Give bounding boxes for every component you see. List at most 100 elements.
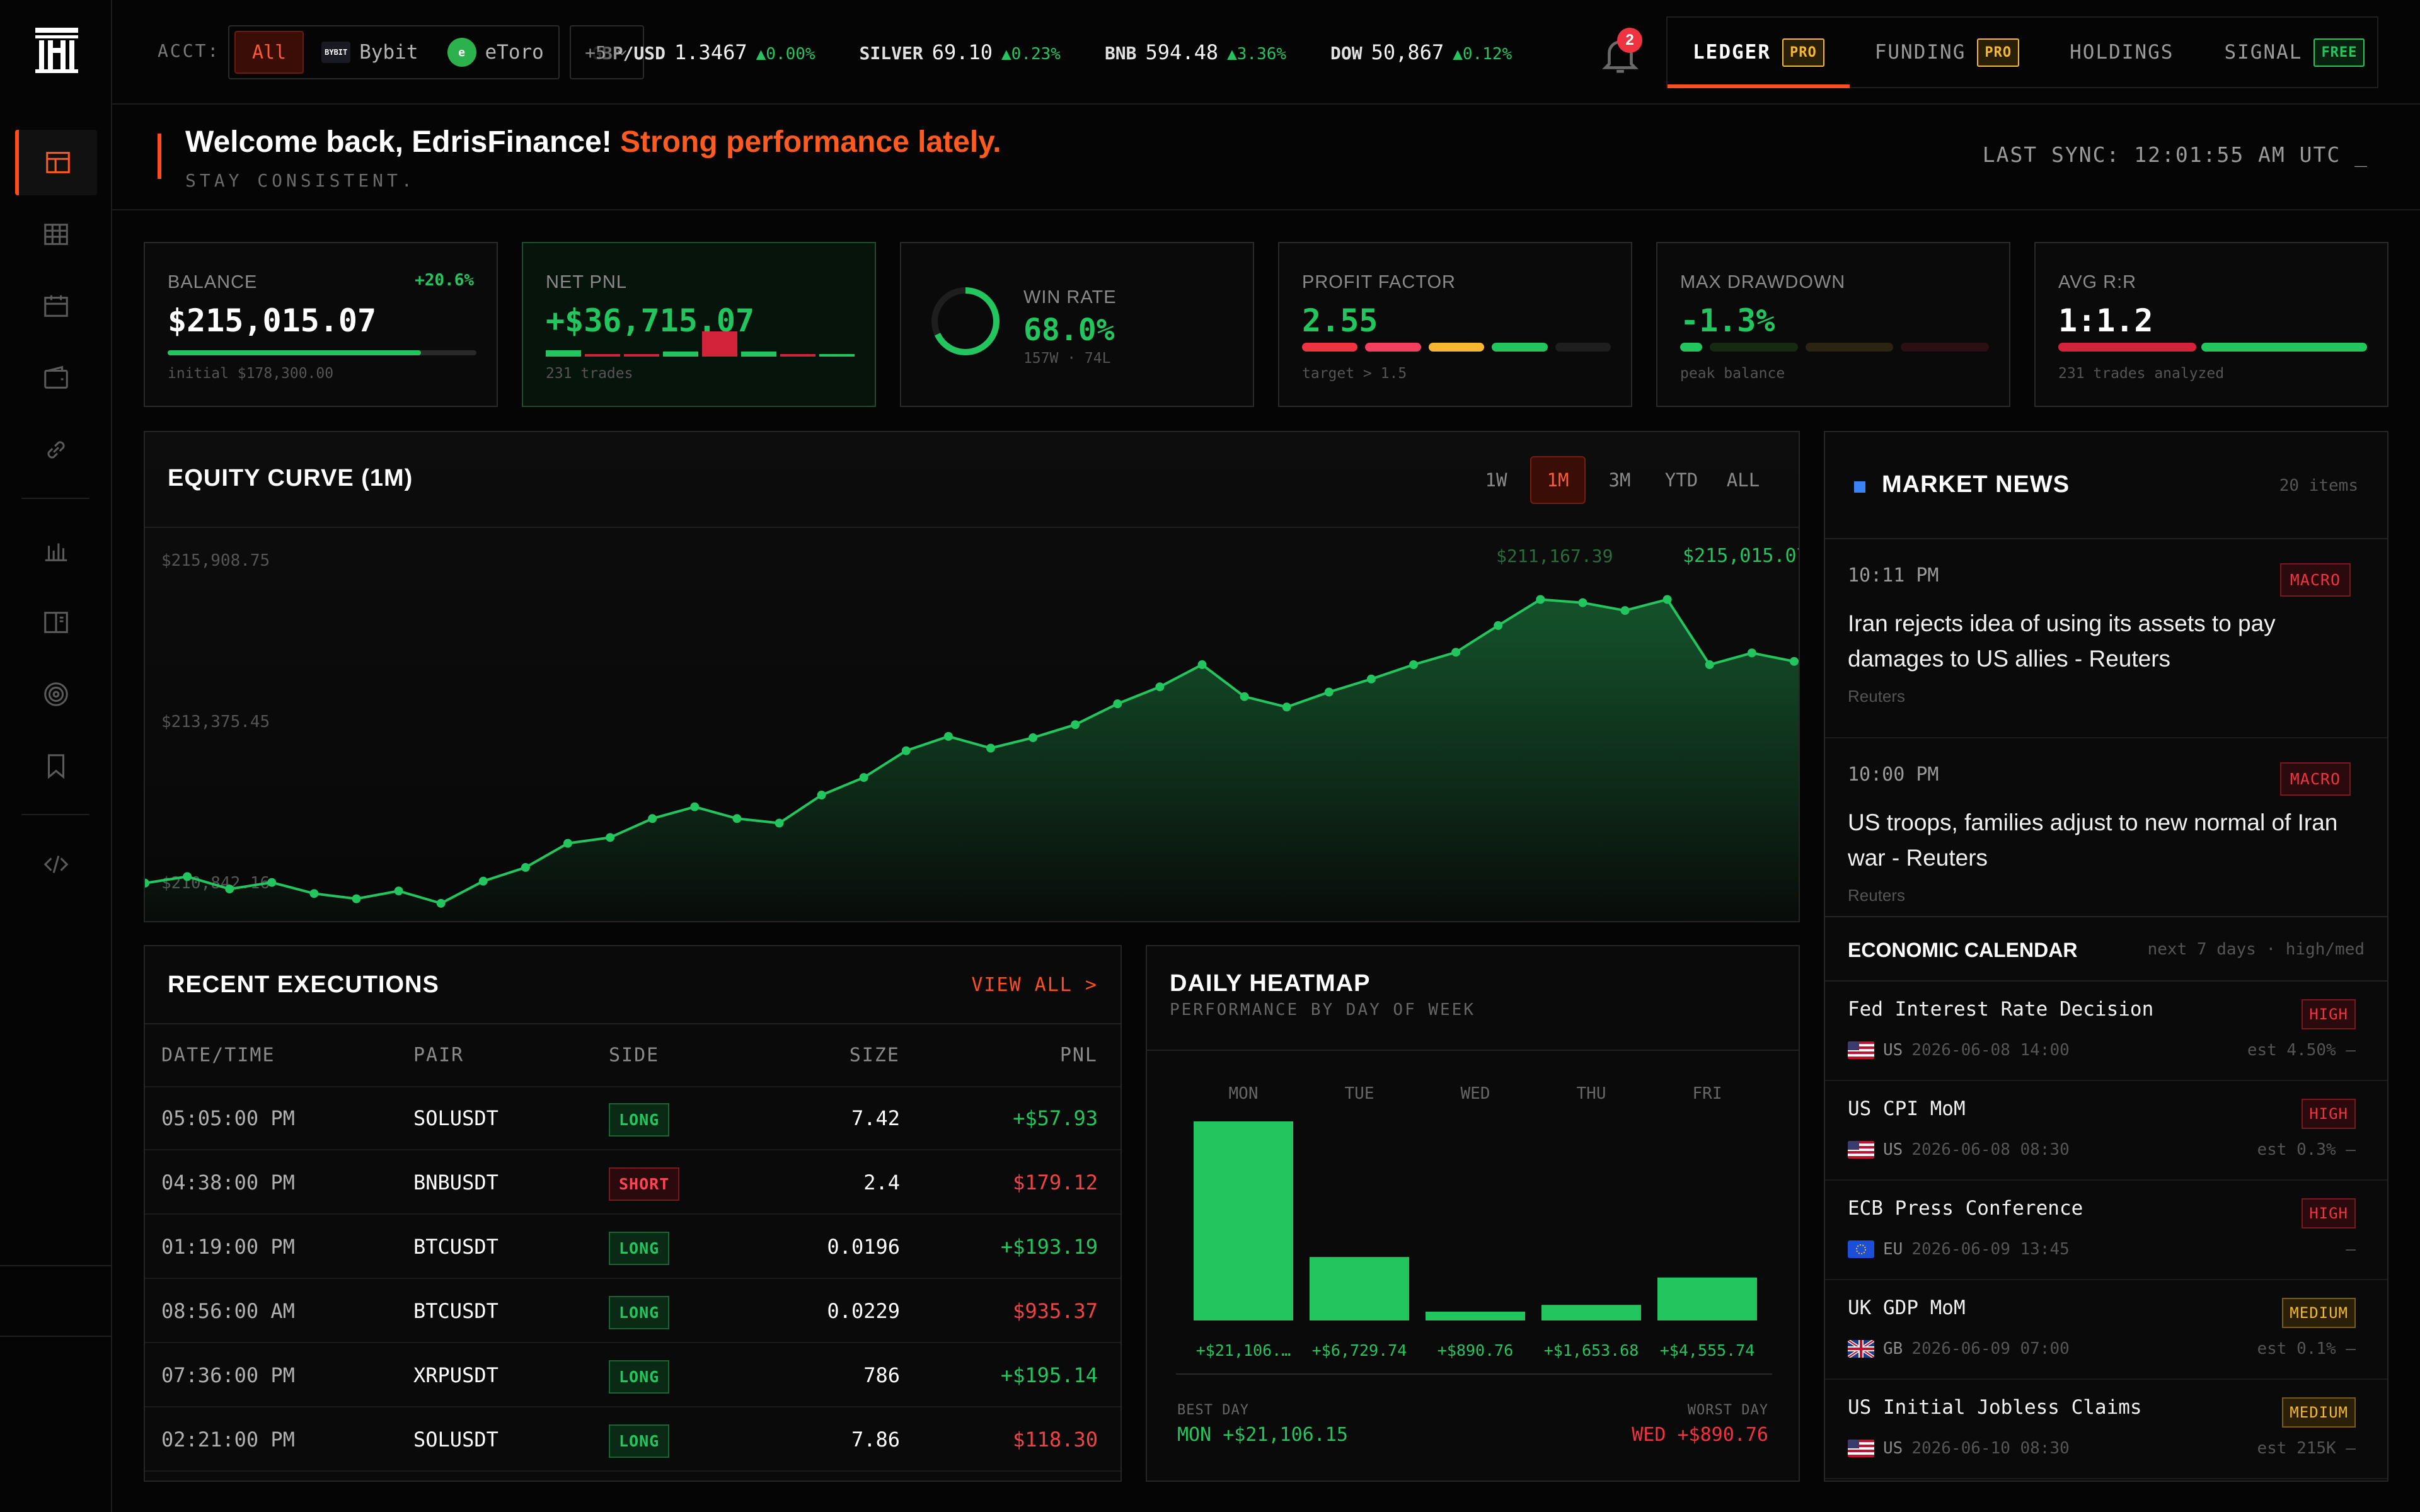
day-bar[interactable]	[1426, 1312, 1525, 1320]
equity-point[interactable]	[267, 878, 277, 887]
equity-point[interactable]	[606, 833, 615, 842]
range-3m-button[interactable]: 3M	[1608, 469, 1631, 491]
nav-dashboard[interactable]	[15, 130, 97, 195]
equity-point[interactable]	[1155, 682, 1165, 692]
equity-point[interactable]	[145, 878, 149, 888]
equity-point[interactable]	[1324, 687, 1334, 697]
equity-point[interactable]	[521, 862, 530, 872]
equity-point[interactable]	[817, 791, 826, 800]
equity-point[interactable]	[1409, 660, 1418, 670]
column-header[interactable]: DATE/TIME	[161, 1044, 275, 1067]
day-value-label: +$890.76	[1438, 1341, 1513, 1360]
equity-point[interactable]	[352, 894, 361, 903]
table-row[interactable]: 07:36:00 PM XRPUSDT LONG 786 +$195.14	[145, 1344, 1121, 1407]
tab-holdings[interactable]: HOLDINGS	[2044, 18, 2199, 87]
range-ytd-button[interactable]: YTD	[1664, 469, 1698, 491]
equity-point[interactable]	[775, 818, 784, 828]
column-header[interactable]: PAIR	[413, 1044, 464, 1067]
equity-point[interactable]	[648, 814, 657, 823]
equity-point[interactable]	[1071, 720, 1080, 730]
equity-point[interactable]	[183, 872, 192, 881]
equity-point[interactable]	[1662, 595, 1672, 604]
account-etoro-button[interactable]: e eToro	[436, 31, 555, 74]
equity-point[interactable]	[1494, 621, 1503, 630]
column-header[interactable]: SIZE	[849, 1044, 900, 1067]
balance-card: BALANCE +20.6% $215,015.07 initial $178,…	[144, 242, 498, 407]
range-1m-button[interactable]: 1M	[1530, 456, 1586, 504]
equity-point[interactable]	[394, 886, 403, 896]
nav-link[interactable]	[15, 417, 97, 483]
column-header[interactable]: SIDE	[609, 1044, 660, 1067]
nav-wallet[interactable]	[15, 345, 97, 411]
equity-point[interactable]	[1366, 674, 1376, 684]
range-all-button[interactable]: ALL	[1726, 469, 1760, 491]
country-code: GB	[1883, 1339, 1903, 1358]
table-row[interactable]: 02:21:00 PM SOLUSDT LONG 7.86 $118.30	[145, 1409, 1121, 1472]
equity-point[interactable]	[1705, 660, 1714, 670]
heatmap-subtitle: PERFORMANCE BY DAY OF WEEK	[1170, 1000, 1475, 1019]
equity-point[interactable]	[732, 814, 742, 823]
equity-point[interactable]	[1028, 733, 1038, 742]
equity-point[interactable]	[1451, 648, 1461, 657]
day-bar[interactable]	[1657, 1277, 1757, 1320]
range-1w-button[interactable]: 1W	[1485, 469, 1507, 491]
account-all-button[interactable]: All	[234, 31, 304, 74]
equity-point[interactable]	[986, 743, 995, 753]
heatmap-bars: MON +$21,106.… TUE +$6,729.74 WED +$890.76 THU…	[1194, 1084, 1757, 1360]
equity-point[interactable]	[1620, 606, 1630, 616]
equity-point[interactable]	[478, 876, 488, 886]
more-accounts-dropdown[interactable]: +5	[570, 25, 644, 79]
bar-chart-icon	[45, 543, 67, 561]
nav-analytics[interactable]	[15, 518, 97, 583]
card-subtext: initial $178,300.00	[168, 365, 334, 382]
equity-point[interactable]	[1747, 648, 1756, 658]
card-label: AVG R:R	[2058, 272, 2137, 292]
equity-point[interactable]	[690, 802, 700, 811]
view-all-link[interactable]: VIEW ALL >	[971, 974, 1098, 996]
news-item[interactable]: 10:11 PM MACRO Iran rejects idea of usin…	[1825, 539, 2387, 738]
nav-bookmarks[interactable]	[15, 733, 97, 799]
equity-point[interactable]	[1113, 699, 1122, 709]
account-bybit-button[interactable]: BYBIT Bybit	[310, 31, 429, 74]
calendar-event[interactable]: US CPI MoM HIGH US 2026-06-08 08:30 est 0.3%…	[1825, 1081, 2387, 1181]
nav-journal[interactable]	[15, 590, 97, 655]
tab-funding[interactable]: FUNDING PRO	[1850, 18, 2044, 87]
day-bar[interactable]	[1194, 1121, 1293, 1320]
day-bar[interactable]	[1541, 1305, 1641, 1320]
table-row[interactable]: 04:38:00 PM BNBUSDT SHORT 2.4 $179.12	[145, 1152, 1121, 1215]
table-row[interactable]: 01:19:00 PM BTCUSDT LONG 0.0196 +$193.19	[145, 1216, 1121, 1279]
event-meta: US 2026-06-08 14:00	[1848, 1041, 2070, 1060]
equity-point[interactable]	[1282, 702, 1291, 712]
calendar-event[interactable]: UK GDP MoM MEDIUM GB 2026-06-09 07:00 est 0.…	[1825, 1280, 2387, 1380]
equity-point[interactable]	[563, 839, 572, 848]
nav-radar[interactable]	[15, 662, 97, 727]
equity-chart[interactable]: $215,908.75 $213,375.45 $210,842.16 $211…	[145, 528, 1799, 921]
nav-calendar[interactable]	[15, 273, 97, 339]
day-bar[interactable]	[1310, 1257, 1409, 1320]
equity-point[interactable]	[943, 731, 953, 741]
equity-point[interactable]	[225, 885, 234, 894]
column-header[interactable]: PNL	[1059, 1044, 1098, 1067]
equity-point[interactable]	[859, 773, 868, 782]
nav-table[interactable]	[15, 202, 97, 267]
news-item[interactable]: 10:00 PM MACRO US troops, families adjus…	[1825, 738, 2387, 921]
equity-point[interactable]	[1536, 595, 1545, 604]
side-badge: SHORT	[609, 1167, 680, 1201]
calendar-event[interactable]: Fed Interest Rate Decision HIGH US 2026-06-…	[1825, 982, 2387, 1081]
equity-point[interactable]	[1789, 656, 1799, 666]
equity-point[interactable]	[436, 898, 446, 908]
table-row[interactable]: 08:56:00 AM BTCUSDT LONG 0.0229 $935.37	[145, 1280, 1121, 1343]
calendar-event[interactable]: US Initial Jobless Claims MEDIUM US 2026-06…	[1825, 1380, 2387, 1479]
equity-point[interactable]	[1578, 598, 1587, 607]
nav-developer[interactable]	[15, 832, 97, 897]
equity-point[interactable]	[1197, 660, 1207, 670]
day-value-label: +$6,729.74	[1312, 1341, 1407, 1360]
tab-signal[interactable]: SIGNAL FREE	[2199, 18, 2390, 87]
equity-point[interactable]	[901, 746, 911, 755]
calendar-event[interactable]: ECB Press Conference HIGH EU 2026-06-09 13:…	[1825, 1181, 2387, 1280]
tab-ledger[interactable]: LEDGER PRO	[1668, 18, 1850, 88]
brand-logo[interactable]	[34, 26, 79, 74]
table-row[interactable]: 05:05:00 PM SOLUSDT LONG 7.42 +$57.93	[145, 1087, 1121, 1150]
equity-point[interactable]	[309, 889, 319, 898]
equity-point[interactable]	[1240, 692, 1249, 701]
